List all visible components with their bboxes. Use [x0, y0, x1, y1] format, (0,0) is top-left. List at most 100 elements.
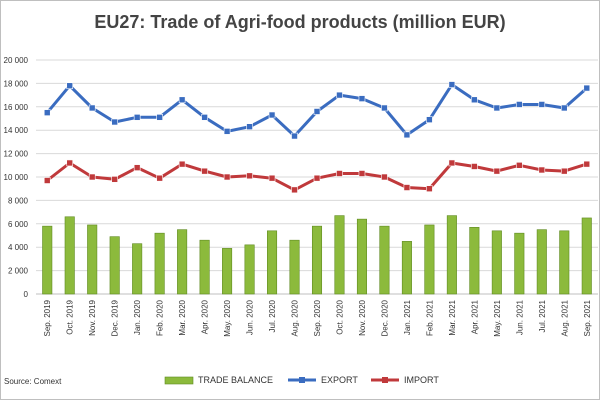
x-tick-label: May. 2020 — [223, 299, 232, 336]
point-export — [336, 91, 343, 99]
point-export — [471, 96, 478, 104]
x-tick-label: Jun. 2021 — [515, 299, 524, 335]
x-tick-label: Dec. 2020 — [380, 299, 389, 336]
y-tick-label: 2 000 — [8, 267, 29, 276]
point-import — [516, 162, 523, 169]
point-export — [381, 104, 388, 112]
point-export — [313, 108, 321, 115]
x-tick-label: Aug. 2021 — [560, 299, 569, 336]
bar-trade-balance — [356, 218, 367, 295]
x-tick-label: Oct. 2020 — [335, 299, 344, 334]
point-import — [583, 160, 591, 168]
point-import — [560, 167, 568, 175]
y-tick-label: 14 000 — [4, 126, 29, 135]
point-import — [471, 163, 478, 170]
x-tick-label: Nov. 2020 — [358, 299, 367, 335]
y-tick-label: 8 000 — [8, 196, 29, 205]
point-import — [43, 177, 51, 184]
point-import — [336, 170, 343, 177]
point-export — [268, 111, 276, 119]
x-tick-label: Sep. 2020 — [313, 299, 322, 336]
bar-trade-balance — [267, 230, 278, 295]
point-import — [358, 170, 366, 177]
point-import — [313, 174, 321, 182]
bar-trade-balance — [177, 229, 188, 295]
point-export — [43, 109, 51, 116]
bar-trade-balance — [154, 232, 165, 295]
bar-trade-balance — [559, 230, 570, 295]
point-import — [156, 174, 163, 182]
legend-marker-export — [299, 377, 305, 383]
x-tick-label: Jan. 2021 — [403, 299, 412, 335]
x-tick-label: May. 2021 — [493, 299, 502, 336]
bar-trade-balance — [311, 225, 323, 295]
x-tick-label: Sep. 2021 — [583, 299, 592, 336]
bar-trade-balance — [222, 248, 233, 295]
bar-trade-balance — [64, 216, 75, 295]
legend-label-export: EXPORT — [321, 375, 358, 385]
point-export — [156, 114, 163, 121]
chart-title: EU27: Trade of Agri-food products (milli… — [94, 12, 506, 32]
point-import — [448, 159, 456, 167]
point-import — [223, 173, 231, 181]
bar-trade-balance — [401, 241, 412, 295]
point-import — [538, 166, 546, 174]
point-export — [583, 84, 591, 92]
x-tick-label: Jul. 2021 — [538, 299, 547, 332]
y-tick-label: 18 000 — [4, 79, 29, 88]
point-export — [201, 114, 208, 121]
bar-trade-balance — [334, 215, 345, 295]
point-import — [133, 164, 141, 171]
bar-trade-balance — [109, 236, 120, 295]
bar-trade-balance — [87, 224, 98, 295]
x-tick-label: Jan. 2020 — [133, 299, 142, 335]
point-export — [111, 118, 118, 126]
bar-trade-balance — [244, 244, 255, 295]
point-export — [66, 82, 74, 90]
x-tick-label: Aug. 2020 — [291, 299, 300, 336]
y-tick-label: 4 000 — [8, 243, 29, 252]
point-export — [133, 114, 141, 121]
bar-trade-balance — [491, 230, 502, 295]
point-import — [291, 186, 298, 194]
point-export — [516, 101, 523, 108]
source-note: Source: Comext — [4, 377, 62, 386]
point-export — [448, 81, 456, 88]
point-export — [178, 96, 186, 104]
bar-trade-balance — [536, 229, 547, 295]
x-tick-label: Feb. 2021 — [425, 299, 434, 336]
point-import — [246, 172, 253, 180]
point-import — [381, 173, 388, 181]
point-export — [223, 128, 231, 135]
x-tick-label: Apr. 2021 — [470, 299, 479, 334]
bar-trade-balance — [446, 215, 457, 295]
x-tick-label: Jul. 2020 — [268, 299, 277, 332]
y-tick-label: 10 000 — [4, 173, 29, 182]
y-tick-label: 6 000 — [8, 220, 29, 229]
point-import — [426, 185, 433, 192]
bar-trade-balance — [199, 239, 210, 295]
bar-trade-balance — [379, 225, 390, 295]
point-export — [493, 104, 501, 112]
point-export — [88, 104, 96, 112]
point-import — [403, 184, 411, 191]
legend-swatch-trade-balance — [164, 376, 194, 385]
x-tick-label: Feb. 2020 — [156, 299, 165, 336]
x-tick-label: Nov. 2019 — [88, 299, 97, 335]
y-tick-label: 16 000 — [4, 103, 29, 112]
x-tick-label: Jun. 2020 — [246, 299, 255, 335]
point-export — [403, 131, 411, 139]
point-export — [291, 132, 298, 140]
bar-trade-balance — [581, 217, 592, 295]
x-tick-label: Mar. 2020 — [178, 299, 187, 335]
point-export — [538, 101, 546, 108]
point-import — [493, 167, 501, 175]
legend-label-import: IMPORT — [404, 375, 439, 385]
bar-trade-balance — [469, 227, 480, 295]
x-tick-label: Dec. 2019 — [111, 299, 120, 336]
point-export — [560, 104, 568, 112]
x-tick-label: Sep. 2019 — [43, 299, 52, 336]
point-import — [88, 173, 96, 181]
